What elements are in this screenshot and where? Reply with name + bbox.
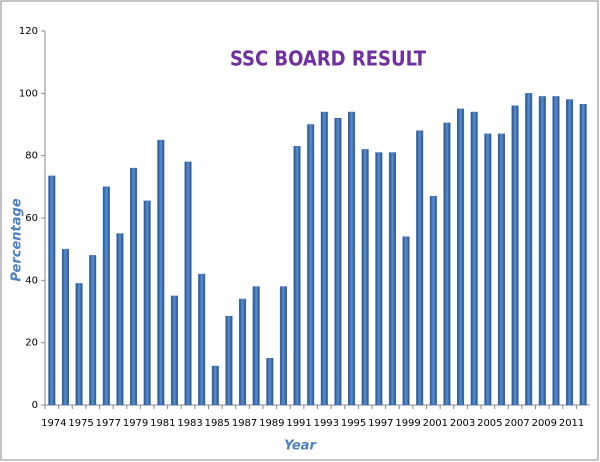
x-tick-label: 1995: [341, 418, 366, 429]
x-tick-label: 1983: [177, 418, 202, 429]
x-tick-label: 2003: [450, 418, 475, 429]
y-tick-label: 40: [25, 275, 38, 286]
y-tick-label: 60: [25, 213, 38, 224]
bar: [497, 133, 505, 406]
bar: [361, 149, 369, 406]
bar: [279, 286, 287, 406]
bar: [348, 111, 356, 406]
bar: [184, 161, 192, 406]
bar: [443, 122, 451, 406]
bar: [388, 152, 396, 406]
chart-title: SSC BOARD RESULT: [230, 47, 427, 71]
bar: [293, 146, 301, 406]
x-tick-label: 1974: [41, 418, 66, 429]
bar: [511, 105, 519, 406]
x-tick-label: 1991: [286, 418, 311, 429]
bar: [225, 315, 233, 406]
bar: [211, 365, 219, 406]
bar: [198, 273, 206, 406]
bar: [157, 139, 165, 406]
bar: [470, 111, 478, 406]
bar: [566, 99, 574, 406]
x-tick-label: 1987: [232, 418, 257, 429]
bar: [579, 103, 587, 406]
y-tick-label: 0: [32, 400, 38, 411]
x-tick-label: 2011: [559, 418, 584, 429]
bar: [170, 295, 178, 406]
bar: [130, 167, 138, 406]
bar: [402, 236, 410, 406]
y-tick-label: 120: [19, 26, 38, 37]
x-tick-label: 1989: [259, 418, 284, 429]
x-tick-label: 1979: [123, 418, 148, 429]
bar: [266, 358, 274, 406]
bar: [538, 96, 546, 406]
bar: [102, 186, 110, 406]
y-tick-label: 100: [19, 88, 38, 99]
bar: [116, 233, 124, 406]
bar: [525, 93, 533, 406]
bar: [334, 118, 342, 406]
bar: [429, 195, 437, 406]
bar: [307, 124, 315, 406]
bar: [416, 130, 424, 406]
x-tick-label: 1985: [205, 418, 230, 429]
x-axis-label: Year: [284, 439, 317, 454]
x-tick-label: 2001: [423, 418, 448, 429]
x-tick-label: 1975: [68, 418, 93, 429]
x-tick-label: 2009: [532, 418, 557, 429]
bar: [61, 248, 69, 406]
bar: [457, 108, 465, 406]
x-tick-label: 1997: [368, 418, 393, 429]
bar: [320, 111, 328, 406]
x-tick-label: 2007: [504, 418, 529, 429]
bar: [48, 175, 56, 406]
bar: [552, 96, 560, 406]
x-tick-label: 1999: [395, 418, 420, 429]
y-tick-label: 20: [25, 338, 38, 349]
bar: [239, 298, 247, 406]
x-tick-label: 1977: [96, 418, 121, 429]
y-axis-label: Percentage: [10, 198, 25, 281]
y-tick-label: 80: [25, 151, 38, 162]
bar: [252, 286, 260, 406]
x-tick-label: 1993: [314, 418, 339, 429]
x-tick-label: 2005: [477, 418, 502, 429]
bar: [484, 133, 492, 406]
bar: [375, 152, 383, 406]
bar: [143, 200, 151, 406]
x-tick-label: 1981: [150, 418, 175, 429]
bar: [89, 255, 97, 406]
bar: [75, 283, 83, 406]
